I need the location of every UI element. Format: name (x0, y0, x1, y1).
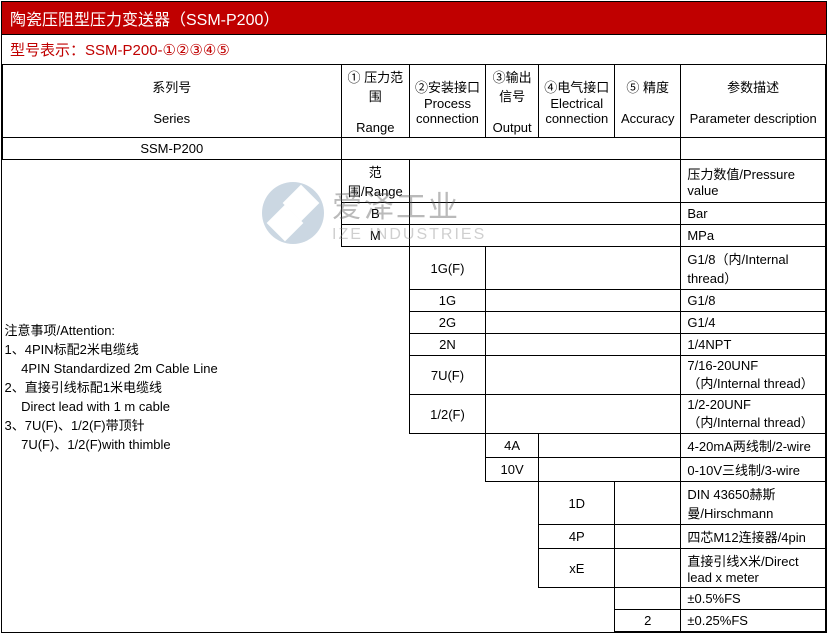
desc-cell: G1/8 (681, 290, 826, 312)
output-cell: 10V (485, 458, 539, 482)
desc-cell: 1/4NPT (681, 334, 826, 356)
desc-cell: 直接引线X米/Direct lead x meter (681, 549, 826, 588)
desc-cell: Bar (681, 203, 826, 225)
note-line: 2、直接引线标配1米电缆线 (5, 377, 335, 396)
model-designation: 型号表示：SSM-P200-①②③④⑤ (2, 35, 826, 65)
process-cell: 2N (410, 334, 486, 356)
desc-cell: 0-10V三线制/3-wire (681, 458, 826, 482)
parameter-table: 系列号Series ① 压力范围Range ②安装接口Process conne… (2, 65, 826, 632)
col-header-desc: 参数描述Parameter description (681, 65, 826, 138)
output-cell: 4A (485, 434, 539, 458)
desc-cell: 4-20mA两线制/2-wire (681, 434, 826, 458)
process-cell: 1/2(F) (410, 395, 486, 434)
title-bar: 陶瓷压阻型压力变送器（SSM-P200） (2, 2, 826, 35)
note-line: 3、7U(F)、1/2(F)带顶针 (5, 415, 335, 434)
series-value: SSM-P200 (3, 138, 342, 160)
accuracy-cell (615, 588, 681, 610)
desc-cell: G1/4 (681, 312, 826, 334)
accuracy-cell: 2 (615, 610, 681, 632)
electrical-cell: 4P (539, 525, 615, 549)
note-line: Direct lead with 1 m cable (5, 396, 335, 415)
process-cell: 1G(F) (410, 247, 486, 290)
note-line: 7U(F)、1/2(F)with thimble (5, 434, 335, 453)
range-cell: B (341, 203, 410, 225)
empty-cell (341, 138, 681, 160)
process-cell: 1G (410, 290, 486, 312)
header-row: 系列号Series ① 压力范围Range ②安装接口Process conne… (3, 65, 826, 138)
desc-cell: 7/16-20UNF（内/Internal thread） (681, 356, 826, 395)
process-cell: 2G (410, 312, 486, 334)
col-header-range: ① 压力范围Range (341, 65, 410, 138)
series-row: SSM-P200 (3, 138, 826, 160)
notes-title: 注意事项/Attention: (5, 320, 335, 339)
note-line: 4PIN Standardized 2m Cable Line (5, 358, 335, 377)
notes-block: 注意事项/Attention: 1、4PIN标配2米电缆线 4PIN Stand… (3, 160, 342, 632)
note-line: 1、4PIN标配2米电缆线 (5, 339, 335, 358)
empty-desc (681, 138, 826, 160)
col-header-series: 系列号Series (3, 65, 342, 138)
range-cell: 范围/Range (341, 160, 410, 203)
desc-cell: 1/2-20UNF（内/Internal thread） (681, 395, 826, 434)
desc-cell: DIN 43650赫斯曼/Hirschmann (681, 482, 826, 525)
process-cell: 7U(F) (410, 356, 486, 395)
desc-cell: ±0.5%FS (681, 588, 826, 610)
electrical-cell: 1D (539, 482, 615, 525)
range-cell: M (341, 225, 410, 247)
document-container: 陶瓷压阻型压力变送器（SSM-P200） 型号表示：SSM-P200-①②③④⑤… (1, 1, 827, 633)
col-header-electrical: ④电气接口Electrical connection (539, 65, 615, 138)
col-header-output: ③输出信号Output (485, 65, 539, 138)
electrical-cell: xE (539, 549, 615, 588)
table-row: 注意事项/Attention: 1、4PIN标配2米电缆线 4PIN Stand… (3, 160, 826, 203)
col-header-accuracy: ⑤ 精度Accuracy (615, 65, 681, 138)
desc-cell: ±0.25%FS (681, 610, 826, 632)
desc-cell: MPa (681, 225, 826, 247)
col-header-process: ②安装接口Process connection (410, 65, 486, 138)
desc-cell: G1/8（内/Internal thread） (681, 247, 826, 290)
desc-cell: 压力数值/Pressure value (681, 160, 826, 203)
desc-cell: 四芯M12连接器/4pin (681, 525, 826, 549)
